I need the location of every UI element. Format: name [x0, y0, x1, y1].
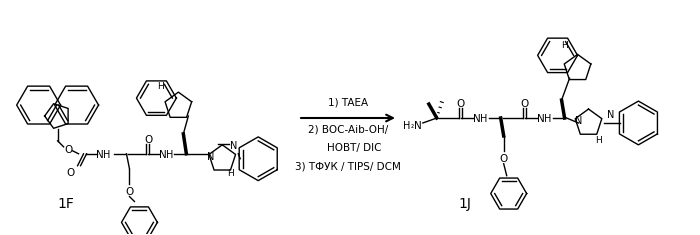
Text: O: O	[500, 154, 507, 164]
Text: 1F: 1F	[57, 197, 74, 212]
Text: H: H	[103, 150, 110, 160]
Text: H: H	[544, 114, 552, 124]
Text: O: O	[125, 187, 134, 196]
Text: O: O	[144, 135, 153, 145]
Text: 3) ТФУК / TIPS/ DCM: 3) ТФУК / TIPS/ DCM	[295, 162, 401, 172]
Text: N: N	[575, 116, 582, 126]
Text: H: H	[480, 114, 487, 124]
Text: N: N	[607, 110, 614, 120]
Text: H: H	[561, 41, 568, 50]
Text: ₂: ₂	[410, 121, 414, 130]
Text: 2) BOC-Aib-OH/: 2) BOC-Aib-OH/	[308, 125, 388, 135]
Text: H: H	[403, 121, 411, 131]
Text: N: N	[158, 150, 167, 160]
Text: H: H	[157, 82, 164, 91]
Text: 1) TAEA: 1) TAEA	[328, 97, 368, 107]
Text: H: H	[595, 136, 602, 145]
Text: O: O	[64, 145, 73, 155]
Text: 1J: 1J	[458, 197, 471, 212]
Text: HOBТ/ DIC: HOBТ/ DIC	[314, 143, 382, 153]
Text: O: O	[66, 168, 75, 178]
Text: N: N	[414, 121, 421, 131]
Text: N: N	[206, 152, 214, 162]
Text: N: N	[96, 150, 104, 160]
Text: H: H	[227, 169, 234, 178]
Text: O: O	[456, 99, 465, 109]
Text: N: N	[230, 141, 237, 151]
Text: H: H	[166, 150, 173, 160]
Text: O: O	[521, 99, 528, 109]
Text: N: N	[537, 114, 545, 124]
Text: N: N	[473, 114, 481, 124]
